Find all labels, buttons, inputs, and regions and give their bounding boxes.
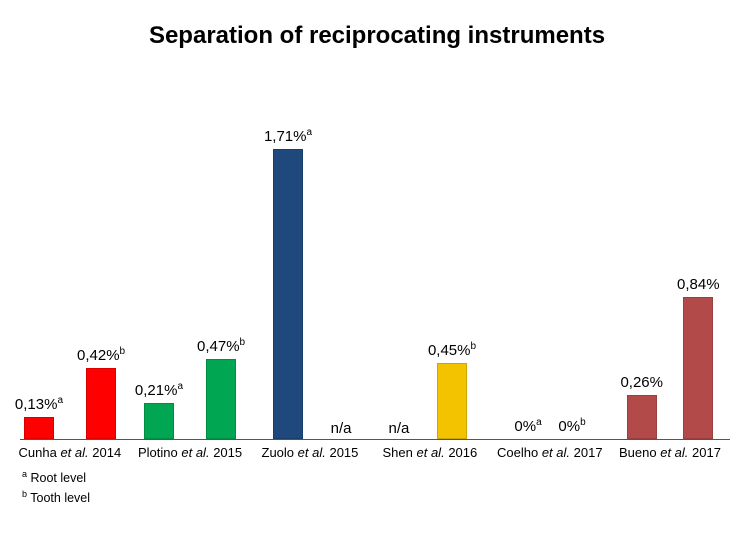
bar-wrap: 0,21%a xyxy=(135,381,183,439)
bar-group: 0,26%0,84% xyxy=(633,276,707,439)
bar-wrap: 0,47%b xyxy=(197,337,245,439)
bar-group: n/a0,45%b xyxy=(393,341,467,439)
bar-value-label: 0,26% xyxy=(620,374,663,391)
bar-wrap: 0,84% xyxy=(677,276,720,439)
x-axis-label: Shen et al. 2016 xyxy=(383,445,478,460)
bar-wrap: 0%b xyxy=(557,417,587,439)
x-axis-label: Cunha et al. 2014 xyxy=(19,445,122,460)
bar-group: 0,21%a0,47%b xyxy=(153,337,227,439)
bar-wrap: 0%a xyxy=(513,417,543,439)
bar xyxy=(24,417,54,439)
bar xyxy=(627,395,657,439)
na-label: n/a xyxy=(384,420,414,437)
footnote-line: a Root level xyxy=(22,468,90,488)
x-axis-label: Coelho et al. 2017 xyxy=(497,445,603,460)
chart-plot-area: 0,13%a0,42%b0,21%a0,47%b1,71%an/an/a0,45… xyxy=(20,150,730,440)
footnotes: a Root levelb Tooth level xyxy=(22,468,90,508)
bar xyxy=(437,363,467,439)
bar-wrap: 0,42%b xyxy=(77,346,125,439)
bar-wrap: 1,71%a xyxy=(264,127,312,439)
bar-wrap: n/a xyxy=(384,420,414,439)
bar-value-label: 1,71%a xyxy=(264,127,312,145)
x-axis-label: Plotino et al. 2015 xyxy=(138,445,242,460)
x-axis-labels: Cunha et al. 2014 Plotino et al. 2015 Zuol… xyxy=(20,445,730,465)
chart-title: Separation of reciprocating instruments xyxy=(0,22,754,50)
bar-value-label: 0,84% xyxy=(677,276,720,293)
bar-value-label: 0,45%b xyxy=(428,341,476,359)
bar-value-label: 0,42%b xyxy=(77,346,125,364)
bar-group: 0%a 0%b xyxy=(513,417,587,439)
bar-wrap: n/a xyxy=(326,420,356,439)
bar xyxy=(86,368,116,439)
bar-value-label: 0,47%b xyxy=(197,337,245,355)
bar-value-label: 0%b xyxy=(558,417,585,435)
bar xyxy=(144,403,174,439)
bar-wrap: 0,13%a xyxy=(15,395,63,439)
bar-wrap: 0,26% xyxy=(620,374,663,439)
na-label: n/a xyxy=(326,420,356,437)
bar-wrap: 0,45%b xyxy=(428,341,476,439)
x-axis-label: Bueno et al. 2017 xyxy=(619,445,721,460)
bar xyxy=(206,359,236,439)
bar-value-label: 0,21%a xyxy=(135,381,183,399)
bar-group: 1,71%an/a xyxy=(273,127,347,439)
bar xyxy=(273,149,303,439)
bar-value-label: 0%a xyxy=(514,417,541,435)
bar-value-label: 0,13%a xyxy=(15,395,63,413)
footnote-line: b Tooth level xyxy=(22,488,90,508)
x-axis-label: Zuolo et al. 2015 xyxy=(262,445,359,460)
bar xyxy=(683,297,713,439)
bar-group: 0,13%a0,42%b xyxy=(33,346,107,439)
